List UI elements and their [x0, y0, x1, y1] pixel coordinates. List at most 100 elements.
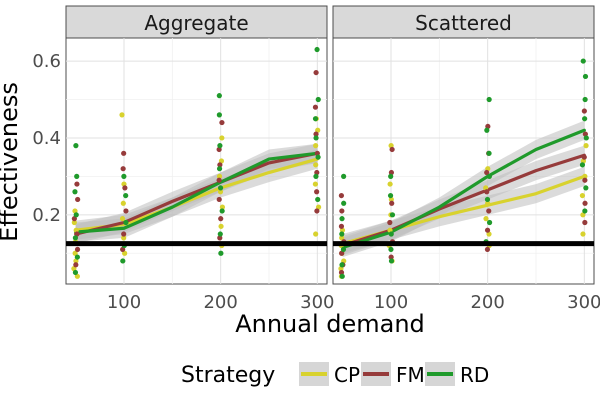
point-fm	[216, 177, 222, 183]
point-rd	[341, 173, 347, 179]
y-tick-label: 0.4	[32, 128, 61, 149]
point-fm	[74, 246, 81, 253]
point-rd	[219, 208, 225, 214]
point-fm	[484, 246, 491, 253]
point-fm	[581, 154, 587, 160]
point-rd	[120, 258, 126, 264]
legend-label-rd: RD	[460, 363, 489, 387]
point-cp	[313, 231, 319, 237]
point-fm	[74, 181, 80, 187]
point-fm	[387, 219, 393, 226]
legend-label-fm: FM	[396, 363, 425, 387]
point-cp	[219, 135, 225, 141]
point-cp	[219, 204, 226, 210]
points-aggregate	[71, 46, 322, 279]
point-rd	[315, 154, 321, 160]
point-rd	[339, 262, 345, 268]
point-rd	[315, 196, 321, 203]
smooth-line-fm	[74, 151, 319, 236]
point-rd	[313, 135, 319, 141]
smooth-line-fm	[341, 153, 586, 248]
point-rd	[486, 96, 492, 103]
point-cp	[122, 250, 128, 256]
point-fm	[338, 223, 345, 229]
x-tick-label: 300	[567, 292, 600, 313]
x-tick-labels-aggregate: 100 200 300	[107, 292, 335, 313]
point-rd	[339, 216, 345, 222]
point-cp	[485, 200, 491, 206]
point-cp	[312, 181, 319, 187]
point-cp	[579, 192, 586, 199]
point-cp	[216, 173, 223, 179]
x-axis: 100 200 300 100 200 300 Annual demand	[107, 292, 600, 338]
point-fm	[314, 208, 320, 214]
point-rd	[315, 96, 321, 103]
point-rd	[486, 150, 492, 156]
point-cp	[119, 112, 125, 118]
point-rd	[312, 116, 319, 122]
y-tick-label: 0.6	[32, 51, 61, 72]
point-fm	[217, 235, 223, 241]
smooth-line-rd	[341, 128, 586, 250]
point-fm	[219, 119, 225, 126]
point-rd	[388, 246, 394, 253]
point-cp	[313, 143, 319, 149]
point-rd	[74, 254, 80, 260]
point-rd	[72, 269, 79, 276]
legend: Strategy CP FM RD	[181, 362, 489, 388]
point-cp	[218, 223, 224, 229]
point-fm	[314, 189, 320, 195]
point-rd	[582, 208, 588, 214]
point-cp	[217, 189, 224, 195]
point-fm	[582, 219, 588, 226]
point-rd	[486, 219, 493, 226]
point-rd	[216, 166, 223, 172]
y-tick-labels: 0.2 0.4 0.6	[32, 51, 61, 226]
point-rd	[218, 250, 224, 256]
point-rd	[123, 192, 129, 199]
point-rd	[314, 46, 320, 53]
point-cp	[72, 250, 78, 256]
point-rd	[217, 143, 223, 149]
point-cp	[583, 143, 589, 149]
point-fm	[216, 196, 222, 203]
point-fm	[339, 208, 345, 214]
point-cp	[71, 219, 77, 226]
x-tick-label: 200	[203, 292, 237, 313]
point-rd	[579, 162, 586, 168]
facet-title-aggregate: Aggregate	[144, 11, 248, 35]
facet-title-scattered: Scattered	[415, 11, 512, 35]
point-rd	[217, 231, 223, 237]
point-fm	[122, 185, 128, 191]
x-tick-labels-scattered: 100 200 300	[374, 292, 600, 313]
point-rd	[216, 112, 222, 118]
point-rd	[341, 200, 347, 206]
legend-item-fm: FM	[361, 362, 425, 387]
point-fm	[75, 196, 81, 203]
point-cp	[313, 162, 319, 168]
smoothers-aggregate	[74, 143, 319, 244]
point-fm	[389, 200, 395, 206]
point-rd	[388, 173, 394, 179]
point-cp	[483, 216, 489, 222]
y-axis: 0.2 0.4 0.6 Effectiveness	[0, 51, 61, 242]
point-fm	[389, 146, 395, 153]
point-cp	[120, 200, 126, 206]
point-rd	[388, 258, 395, 264]
smoothers-scattered	[341, 120, 586, 258]
point-fm	[218, 216, 224, 222]
point-fm	[582, 200, 588, 206]
panel-aggregate: Aggregate	[65, 5, 328, 285]
point-cp	[339, 235, 345, 241]
point-cp	[74, 273, 80, 279]
point-fm	[582, 177, 588, 183]
point-fm	[73, 262, 79, 268]
point-rd	[339, 231, 345, 237]
point-rd	[339, 273, 345, 279]
point-rd	[72, 189, 78, 195]
point-cp	[580, 231, 586, 237]
y-tick-label: 0.2	[32, 205, 61, 226]
point-fm	[486, 208, 492, 214]
facet-strip-scattered	[332, 5, 595, 39]
